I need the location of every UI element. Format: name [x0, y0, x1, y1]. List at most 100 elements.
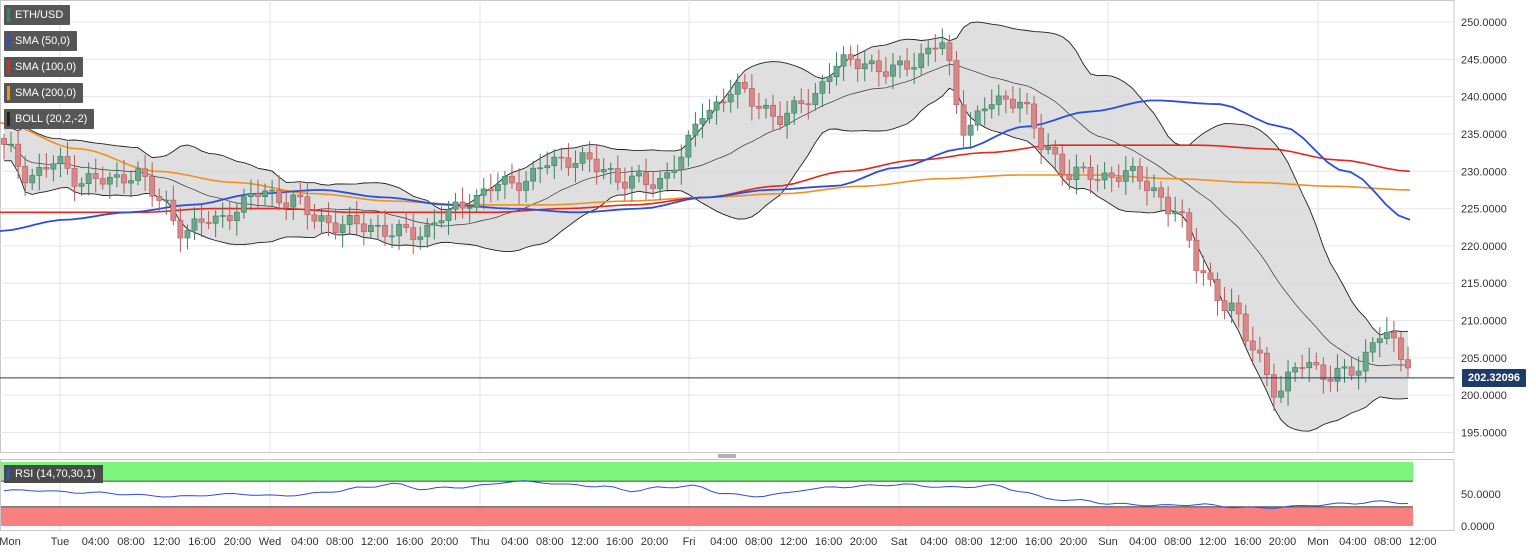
- candle-body: [99, 178, 106, 185]
- y-tick-label: 250.0000: [1461, 17, 1507, 29]
- candle-body: [643, 172, 649, 186]
- candle-body: [636, 172, 642, 177]
- legend-rsi-label: RSI (14,70,30,1): [15, 468, 96, 480]
- candle-body: [579, 152, 586, 164]
- candle-body: [629, 175, 635, 189]
- rsi-line: [3, 480, 1409, 509]
- legend-boll[interactable]: BOLL (20,2,-2): [4, 109, 95, 129]
- rsi-pane-frame: [0, 459, 1455, 531]
- candle-body: [953, 60, 960, 106]
- candle-body: [685, 134, 692, 158]
- x-tick-label: Tue: [51, 536, 70, 548]
- rsi-oversold-zone: [1, 506, 1413, 526]
- legend-sma-100[interactable]: SMA (100,0): [4, 57, 84, 77]
- x-tick-label: 12:00: [780, 536, 808, 548]
- bollinger-middle-line: [3, 64, 1409, 367]
- y-tick-label: 225.0000: [1461, 204, 1507, 216]
- x-tick-label: 20:00: [850, 536, 878, 548]
- candle-body: [92, 173, 99, 179]
- candle-body: [494, 183, 501, 192]
- candle-body: [1200, 270, 1207, 274]
- candle-body: [36, 167, 43, 176]
- candle-body: [304, 196, 311, 216]
- candle-body: [784, 112, 791, 125]
- x-tick-label: Mon: [0, 536, 21, 548]
- legend-sma-200-label: SMA (200,0): [15, 87, 77, 99]
- candle-body: [283, 202, 290, 208]
- x-tick-label: 12:00: [1199, 536, 1227, 548]
- rsi-tick-label: 0.0000: [1461, 521, 1495, 533]
- legend-sma-200-swatch: [7, 86, 10, 100]
- x-tick-label: 04:00: [710, 536, 738, 548]
- candle-body: [339, 224, 346, 233]
- candle-body: [868, 60, 875, 65]
- candle-body: [509, 175, 515, 184]
- price-pane-frame: [0, 0, 1455, 453]
- x-tick-label: 08:00: [955, 536, 983, 548]
- candle-body: [1271, 374, 1277, 398]
- candle-body: [593, 158, 600, 173]
- candle-body: [770, 104, 776, 117]
- legend-sma-200[interactable]: SMA (200,0): [4, 83, 84, 103]
- x-tick-label: 12:00: [571, 536, 599, 548]
- candle-body: [544, 165, 551, 169]
- candle-body: [1320, 364, 1327, 380]
- candle-body: [875, 60, 882, 73]
- candle-body: [113, 174, 120, 178]
- bollinger-band-fill: [4, 21, 1408, 432]
- x-tick-label: Mon: [1307, 536, 1328, 548]
- candle-body: [269, 189, 276, 192]
- legend-eth-usd-label: ETH/USD: [15, 9, 64, 21]
- candle-body: [1108, 172, 1115, 178]
- candle-body: [135, 168, 141, 181]
- candle-body: [1369, 342, 1376, 353]
- x-tick-label: 04:00: [501, 536, 529, 548]
- y-tick-label: 220.0000: [1461, 241, 1507, 253]
- candle-body: [325, 215, 332, 224]
- candle-body: [177, 220, 184, 239]
- legend-boll-label: BOLL (20,2,-2): [15, 113, 88, 125]
- candle-body: [586, 152, 593, 160]
- x-tick-label: 08:00: [745, 536, 773, 548]
- candle-body: [1383, 331, 1390, 340]
- candle-body: [311, 214, 318, 222]
- candle-body: [911, 67, 918, 70]
- y-tick-label: 235.0000: [1461, 129, 1507, 141]
- candle-body: [205, 222, 212, 224]
- candle-body: [184, 229, 191, 239]
- candle-body: [22, 166, 29, 184]
- candle-body: [713, 101, 720, 111]
- x-tick-label: Wed: [259, 536, 281, 548]
- candle-body: [290, 194, 297, 208]
- rsi-overbought-zone: [1, 462, 1413, 482]
- candle-body: [473, 194, 480, 208]
- candle-body: [890, 64, 896, 77]
- candle-body: [1158, 187, 1164, 198]
- x-tick-label: 04:00: [82, 536, 110, 548]
- candle-body: [1186, 212, 1193, 241]
- candle-body: [523, 180, 529, 191]
- candle-body: [925, 47, 932, 55]
- legend-eth-usd[interactable]: ETH/USD: [4, 5, 71, 25]
- legend-rsi[interactable]: RSI (14,70,30,1): [4, 465, 103, 483]
- candle-body: [15, 143, 22, 167]
- candle-body: [1285, 371, 1291, 392]
- y-tick-label: 230.0000: [1461, 166, 1507, 178]
- candle-body: [1313, 362, 1320, 366]
- x-tick-label: 12:00: [990, 536, 1018, 548]
- candle-body: [1362, 351, 1369, 372]
- candle-body: [932, 47, 939, 50]
- candle-body: [1306, 362, 1313, 369]
- y-tick-label: 205.0000: [1461, 353, 1507, 365]
- legend-sma-50[interactable]: SMA (50,0): [4, 31, 78, 51]
- candle-body: [78, 183, 85, 187]
- candle-body: [1242, 313, 1249, 342]
- candle-body: [516, 182, 522, 191]
- candle-body: [1299, 367, 1306, 369]
- candle-body: [565, 157, 572, 168]
- candle-body: [43, 167, 50, 170]
- x-tick-label: 04:00: [920, 536, 948, 548]
- candle-body: [1144, 180, 1150, 192]
- candle-body: [1263, 352, 1270, 376]
